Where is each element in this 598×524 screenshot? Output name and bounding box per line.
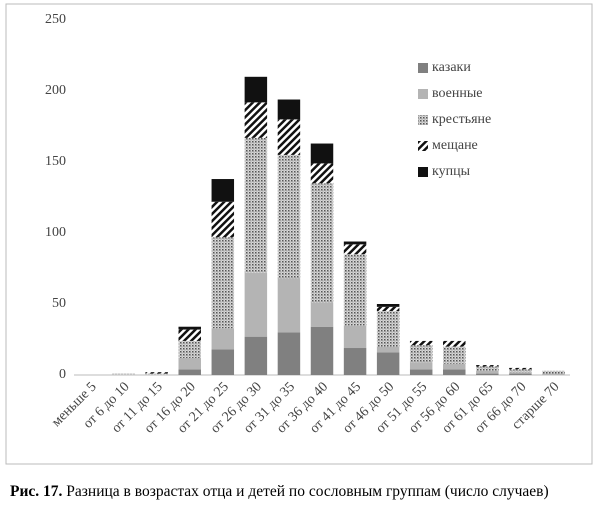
bar-segment <box>409 340 433 346</box>
bar-segment <box>409 369 433 375</box>
chart-frame <box>5 3 593 465</box>
caption-text: Разница в возрастах отца и детей по сосл… <box>66 483 549 500</box>
bar-segment <box>277 278 301 333</box>
bar-segment <box>376 346 400 353</box>
legend-swatch <box>418 115 428 125</box>
bar-segment <box>509 367 532 370</box>
y-tick-label: 250 <box>45 12 66 27</box>
bar-segment <box>476 366 499 371</box>
bar-segment <box>542 373 565 375</box>
bar-segment <box>443 369 466 375</box>
bar-segment <box>277 154 301 279</box>
y-tick-label: 50 <box>52 296 66 311</box>
y-tick-label: 150 <box>45 154 66 169</box>
y-tick-label: 0 <box>59 367 66 382</box>
bar-segment <box>310 143 334 164</box>
bar-segment <box>244 76 268 103</box>
bar-segment <box>244 102 268 138</box>
bar-segment <box>244 137 268 273</box>
legend-swatch <box>418 63 428 73</box>
bar-segment <box>343 348 367 375</box>
y-tick-label: 200 <box>45 83 66 98</box>
bar-segment <box>310 183 334 303</box>
caption-label: Рис. 17. <box>10 483 63 500</box>
bar-segment <box>244 272 268 337</box>
bar-segment <box>178 326 201 330</box>
bar-segment <box>178 357 201 370</box>
bar-segment <box>178 369 201 375</box>
bar-segment <box>343 241 367 245</box>
bar-segment <box>476 365 499 367</box>
legend-label: казаки <box>432 60 471 75</box>
bar-segment <box>211 179 235 202</box>
bar-segment <box>343 244 367 255</box>
legend-label: военные <box>432 86 483 101</box>
bar-segment <box>476 370 499 374</box>
bar-segment <box>145 372 168 374</box>
legend-swatch <box>418 167 428 177</box>
bar-segment <box>277 99 301 120</box>
legend-label: купцы <box>432 164 471 179</box>
bar-segment <box>409 362 433 370</box>
legend-label: крестьяне <box>432 112 491 127</box>
bar-segment <box>310 326 334 375</box>
bar-segment <box>443 340 466 347</box>
bar-segment <box>376 311 400 347</box>
bar-segment <box>542 370 565 374</box>
bar-segment <box>310 302 334 327</box>
bar-segment <box>211 328 235 350</box>
bar-segment <box>178 340 201 358</box>
bar-segment <box>178 329 201 341</box>
bar-segment <box>376 352 400 375</box>
bar-segment <box>509 373 532 375</box>
bar-segment <box>277 332 301 375</box>
bar-segment <box>244 336 268 375</box>
bar-segment <box>443 363 466 370</box>
bar-segment <box>343 254 367 326</box>
legend-label: мещане <box>432 138 478 153</box>
bar-segment <box>310 163 334 184</box>
bar-segment <box>376 304 400 307</box>
bar-segment <box>376 306 400 312</box>
y-tick-label: 100 <box>45 225 66 240</box>
bar-segment <box>476 373 499 375</box>
bar-segment <box>277 119 301 155</box>
bar-segment <box>343 325 367 349</box>
bar-segment <box>211 237 235 329</box>
bar-segment <box>509 372 532 374</box>
bar-segment <box>211 201 235 238</box>
bar-segment <box>112 373 135 375</box>
legend-swatch <box>418 141 428 151</box>
bar-segment <box>509 369 532 373</box>
caption: Рис. 17. Разница в возрастах отца и дете… <box>10 483 590 501</box>
bar-segment <box>409 345 433 363</box>
legend-swatch <box>418 89 428 99</box>
bar-segment <box>145 373 168 375</box>
bar-segment <box>443 346 466 364</box>
bar-segment <box>211 349 235 375</box>
